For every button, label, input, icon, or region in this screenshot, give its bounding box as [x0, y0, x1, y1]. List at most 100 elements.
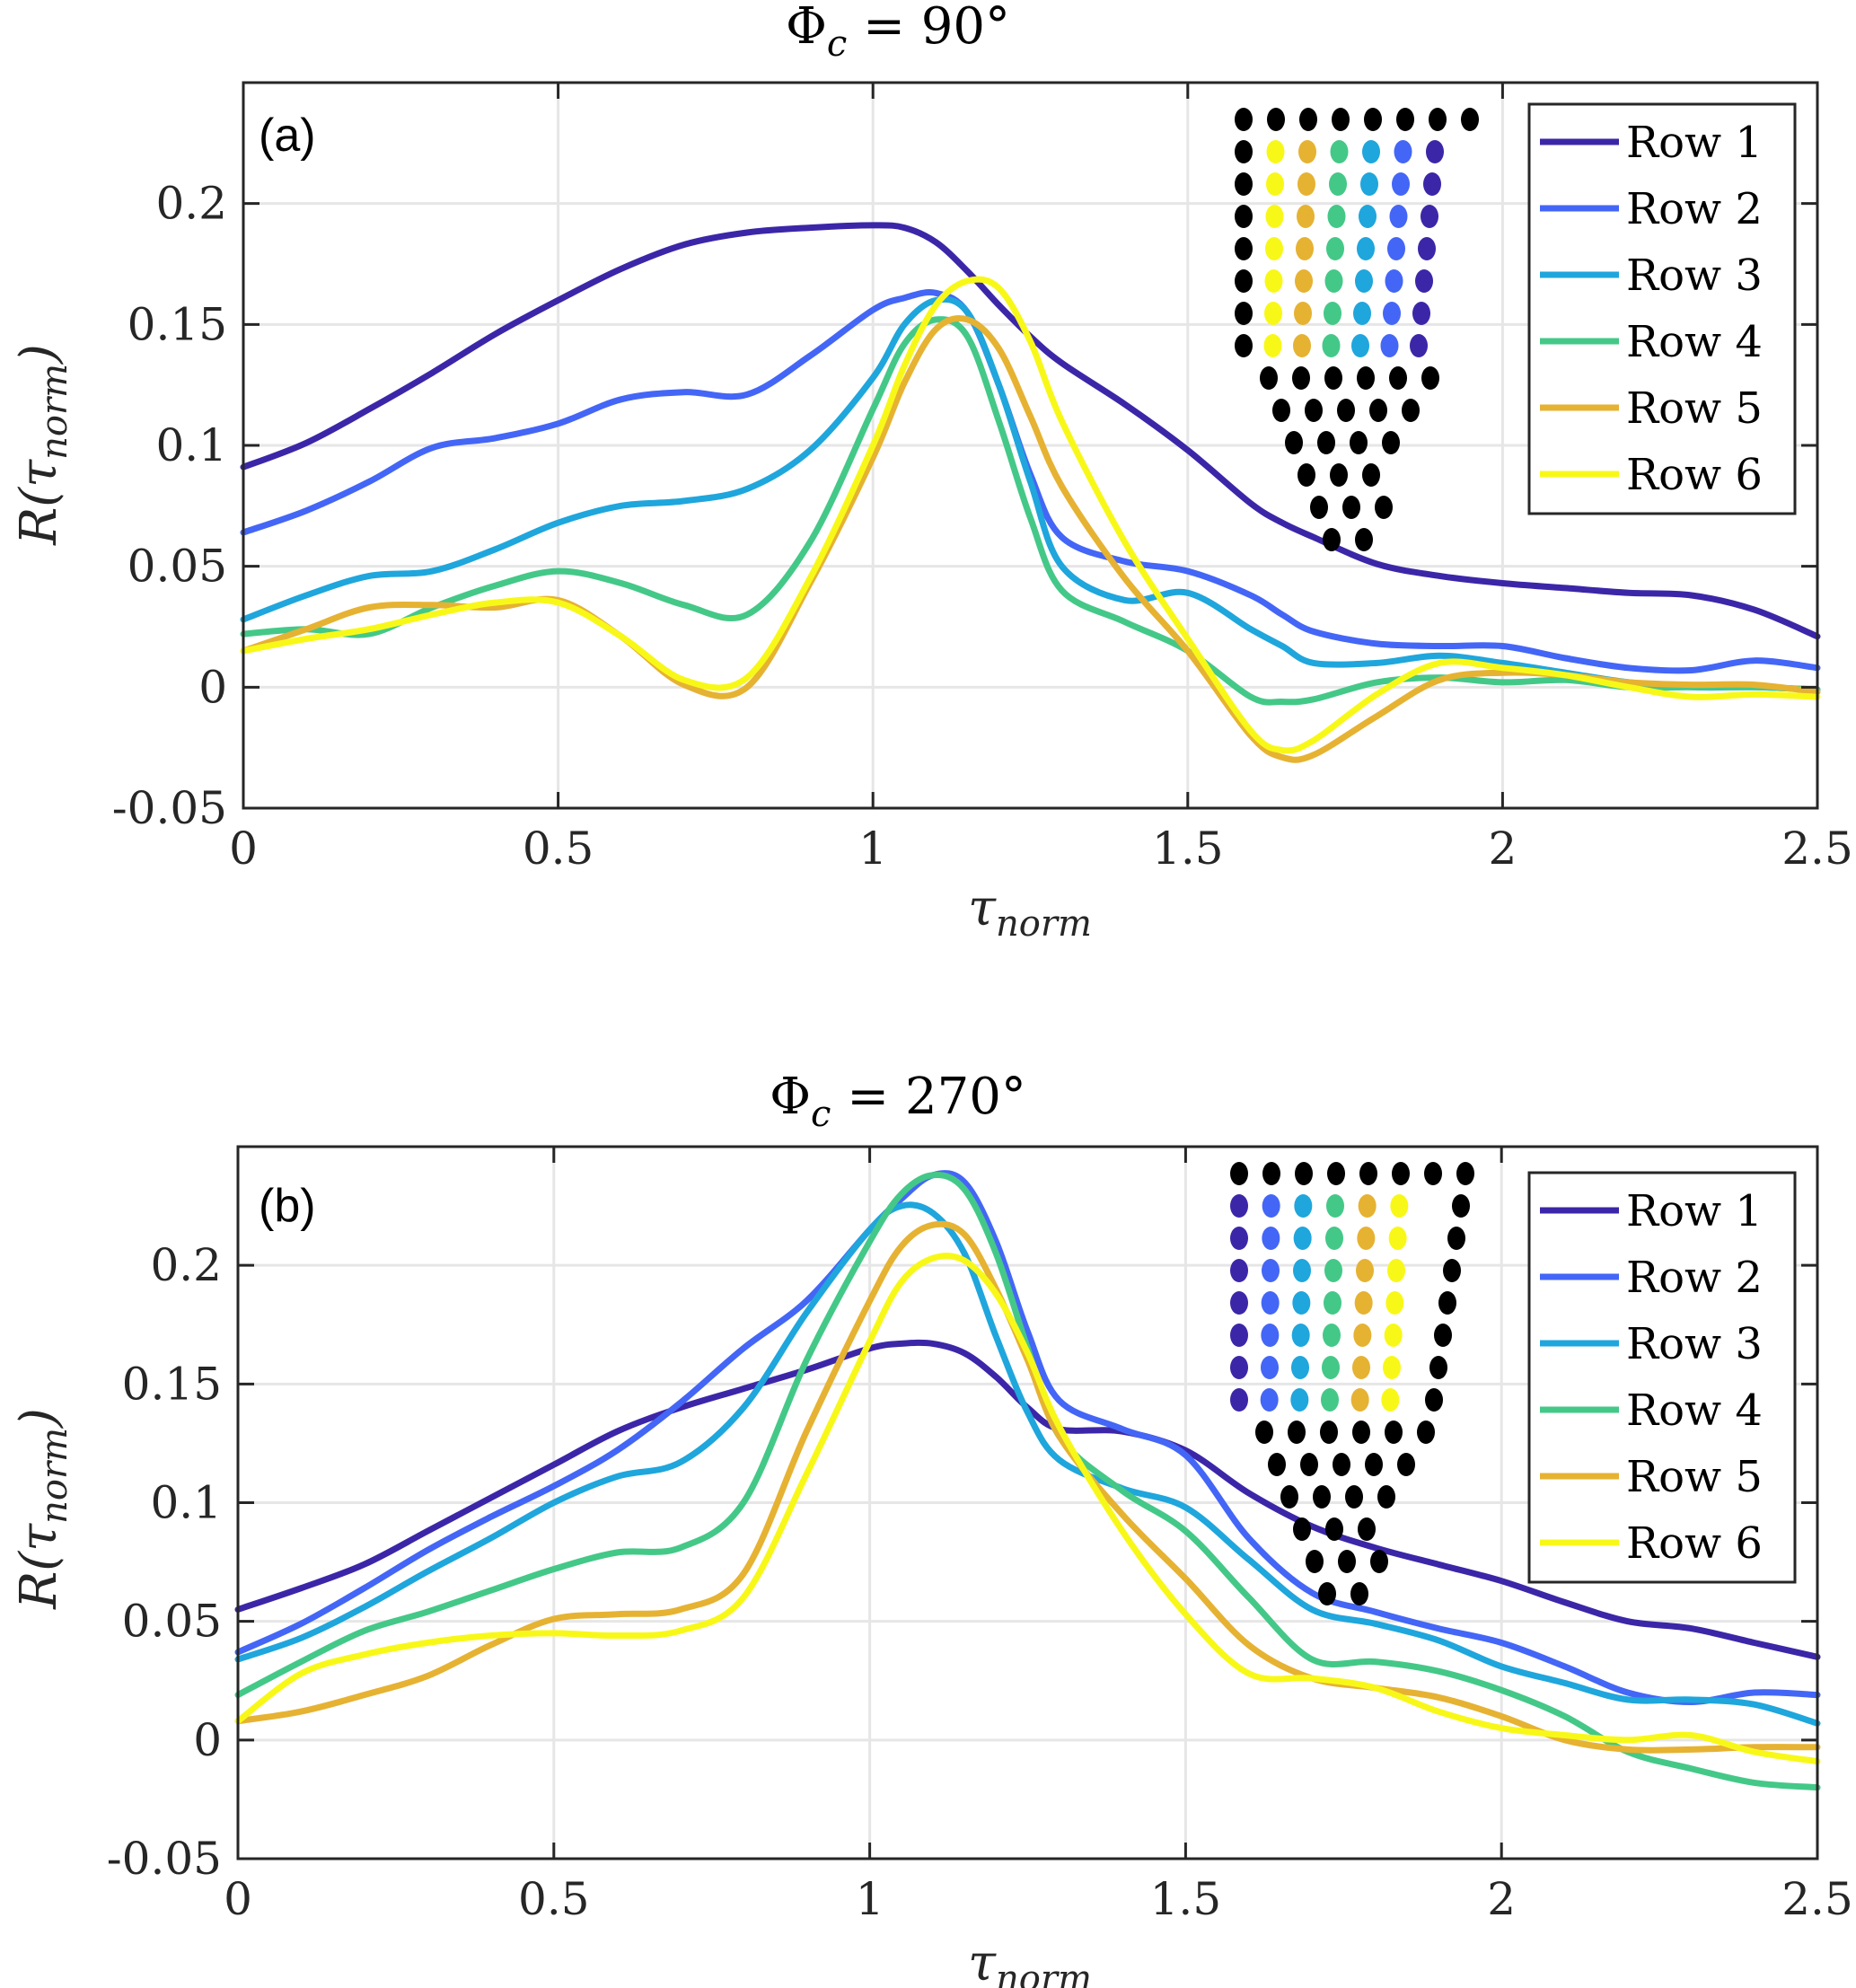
sensor-dot — [1298, 140, 1316, 163]
y-tick-label: 0 — [198, 661, 227, 713]
sensor-dot — [1342, 496, 1360, 519]
sensor-dot — [1330, 463, 1348, 487]
sensor-dot — [1306, 1550, 1324, 1573]
sensor-dot — [1291, 1324, 1310, 1347]
sensor-dot — [1320, 1421, 1338, 1444]
legend-entry: Row 1 — [1626, 118, 1763, 168]
sensor-dot — [1261, 1291, 1280, 1315]
sensor-dot — [1325, 1227, 1343, 1250]
sensor-dot — [1332, 108, 1350, 131]
sensor-dot — [1293, 1259, 1311, 1282]
sensor-dot — [1292, 1291, 1311, 1315]
sensor-dot — [1235, 108, 1253, 131]
sensor-dot — [1323, 528, 1341, 551]
panel-a-series — [240, 222, 1821, 763]
sensor-dot — [1285, 431, 1303, 454]
sensor-dot — [1385, 269, 1403, 293]
sensor-dot — [1394, 140, 1412, 163]
sensor-dot — [1235, 302, 1253, 325]
y-tick-label: 0.2 — [155, 178, 227, 230]
sensor-dot — [1364, 108, 1382, 131]
y-tick-label: 0.05 — [122, 1596, 222, 1648]
x-tick-label: 0 — [229, 822, 258, 875]
legend-entry: Row 2 — [1626, 184, 1763, 234]
legend-entry: Row 1 — [1626, 1186, 1763, 1236]
sensor-dot — [1330, 140, 1349, 163]
sensor-dot — [1329, 172, 1347, 196]
panel-a-ylabel: R(τnorm) — [10, 344, 75, 546]
sensor-dot — [1322, 334, 1341, 357]
sensor-dot — [1313, 1485, 1331, 1509]
sensor-dot — [1280, 1485, 1298, 1509]
sensor-dot — [1360, 172, 1378, 196]
sensor-dot — [1324, 269, 1343, 293]
sensor-dot — [1421, 366, 1439, 390]
sensor-dot — [1392, 1162, 1410, 1185]
sensor-dot — [1272, 399, 1290, 422]
sensor-dot — [1352, 1356, 1370, 1379]
sensor-dot — [1353, 1324, 1372, 1347]
sensor-dot — [1293, 1517, 1311, 1541]
sensor-dot — [1264, 302, 1282, 325]
legend-entry: Row 6 — [1626, 450, 1763, 500]
y-tick-label: 0.15 — [128, 298, 227, 350]
sensor-dot — [1230, 1194, 1248, 1218]
panel-b-series — [234, 1170, 1821, 1791]
sensor-dot — [1387, 237, 1405, 260]
sensor-dot — [1291, 1356, 1309, 1379]
y-tick-label: -0.05 — [107, 1833, 222, 1885]
y-tick-label: -0.05 — [112, 782, 227, 834]
sensor-dot — [1358, 1194, 1377, 1218]
sensor-dot — [1266, 140, 1285, 163]
x-tick-label: 1 — [858, 822, 887, 875]
sensor-dot — [1230, 1356, 1248, 1379]
sensor-dot — [1326, 1194, 1344, 1218]
sensor-dot — [1359, 1162, 1377, 1185]
sensor-dot — [1355, 528, 1373, 551]
sensor-dot — [1384, 1324, 1403, 1347]
y-tick-label: 0.1 — [150, 1477, 222, 1529]
series-line-row-2 — [234, 1170, 1821, 1705]
sensor-dot — [1369, 399, 1387, 422]
sensor-dot — [1325, 1517, 1343, 1541]
legend-entry: Row 5 — [1626, 383, 1763, 434]
sensor-dot — [1268, 1453, 1286, 1476]
legend-entry: Row 6 — [1626, 1518, 1763, 1569]
y-tick-label: 0.15 — [122, 1358, 222, 1410]
sensor-dot — [1380, 334, 1399, 357]
sensor-dot — [1429, 1356, 1447, 1379]
sensor-dot — [1424, 1162, 1442, 1185]
sensor-dot — [1425, 1388, 1443, 1412]
x-tick-label: 1.5 — [1152, 822, 1224, 875]
series-line-row-3 — [240, 295, 1821, 693]
sensor-dot — [1324, 1291, 1341, 1315]
sensor-dot — [1264, 269, 1283, 293]
sensor-dot — [1434, 1324, 1452, 1347]
x-tick-label: 1.5 — [1150, 1873, 1222, 1925]
sensor-dot — [1392, 172, 1410, 196]
sensor-dot — [1452, 1194, 1470, 1218]
sensor-dot — [1345, 1485, 1363, 1509]
sensor-dot — [1415, 269, 1433, 293]
sensor-dot — [1295, 1162, 1313, 1185]
sensor-dot — [1260, 1388, 1279, 1412]
sensor-dot — [1294, 1194, 1313, 1218]
sensor-dot — [1317, 431, 1335, 454]
sensor-dot — [1322, 1356, 1340, 1379]
sensor-dot — [1456, 1162, 1474, 1185]
sensor-dot — [1385, 1291, 1404, 1315]
x-tick-label: 0.5 — [523, 822, 594, 875]
sensor-dot — [1235, 172, 1253, 196]
legend-entry: Row 5 — [1626, 1452, 1763, 1502]
sensor-dot — [1357, 366, 1375, 390]
sensor-dot — [1338, 1550, 1356, 1573]
sensor-dot — [1327, 205, 1346, 228]
sensor-dot — [1262, 1162, 1280, 1185]
sensor-dot — [1387, 1259, 1405, 1282]
sensor-dot — [1324, 366, 1342, 390]
sensor-dot — [1396, 108, 1414, 131]
panel-a-xlabel: τnorm — [968, 879, 1092, 945]
sensor-dot — [1235, 334, 1253, 357]
sensor-dot — [1423, 172, 1441, 196]
